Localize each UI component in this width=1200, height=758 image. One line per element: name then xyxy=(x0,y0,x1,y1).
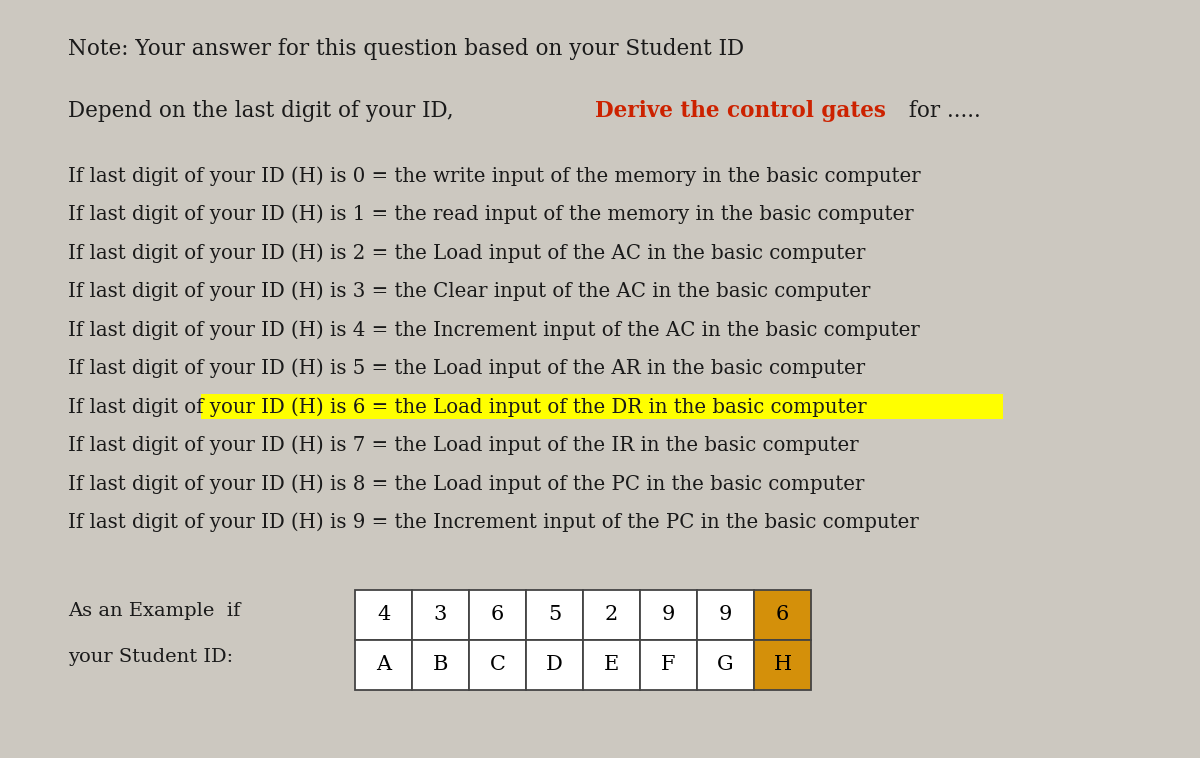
Bar xyxy=(526,590,583,640)
Text: G: G xyxy=(718,656,734,675)
Text: If last digit of your ID (H) is 3 = the Clear input of the AC in the basic compu: If last digit of your ID (H) is 3 = the … xyxy=(68,281,870,301)
Text: 6: 6 xyxy=(776,606,790,625)
Text: your Student ID:: your Student ID: xyxy=(68,648,233,666)
Text: H: H xyxy=(774,656,792,675)
Text: 9: 9 xyxy=(662,606,676,625)
Text: F: F xyxy=(661,656,676,675)
Bar xyxy=(412,590,469,640)
Bar xyxy=(754,590,811,640)
Text: 9: 9 xyxy=(719,606,732,625)
Text: Depend on the last digit of your ID,: Depend on the last digit of your ID, xyxy=(68,100,461,122)
Text: If last digit of your ID (H) is 9 = the Increment input of the PC in the basic c: If last digit of your ID (H) is 9 = the … xyxy=(68,512,919,532)
Text: C: C xyxy=(490,656,505,675)
Text: As an Example  if: As an Example if xyxy=(68,602,240,620)
Bar xyxy=(583,590,640,640)
Text: A: A xyxy=(376,656,391,675)
Text: B: B xyxy=(433,656,448,675)
Text: If last digit of your ID (H) is 1 = the read input of the memory in the basic co: If last digit of your ID (H) is 1 = the … xyxy=(68,205,913,224)
Text: 3: 3 xyxy=(434,606,448,625)
Bar xyxy=(355,640,412,690)
Text: E: E xyxy=(604,656,619,675)
Bar xyxy=(697,590,754,640)
Text: Note: Your answer for this question based on your Student ID: Note: Your answer for this question base… xyxy=(68,38,744,60)
Bar xyxy=(697,640,754,690)
Bar xyxy=(469,590,526,640)
Bar xyxy=(640,640,697,690)
Text: Derive the control gates: Derive the control gates xyxy=(595,100,886,122)
Bar xyxy=(526,640,583,690)
Bar xyxy=(355,590,412,640)
Text: 6: 6 xyxy=(491,606,504,625)
Text: If last digit of your ID (H) is 8 = the Load input of the PC in the basic comput: If last digit of your ID (H) is 8 = the … xyxy=(68,474,864,493)
Bar xyxy=(412,640,469,690)
Bar xyxy=(583,640,640,690)
Bar xyxy=(469,640,526,690)
Text: If last digit of your ID (H) is 5 = the Load input of the AR in the basic comput: If last digit of your ID (H) is 5 = the … xyxy=(68,359,865,378)
Text: If last digit of your ID (H) is 7 = the Load input of the IR in the basic comput: If last digit of your ID (H) is 7 = the … xyxy=(68,436,859,455)
Text: If last digit of your ID (H) is 6 = the Load input of the DR in the basic comput: If last digit of your ID (H) is 6 = the … xyxy=(68,397,866,417)
Bar xyxy=(200,393,1003,419)
Text: 4: 4 xyxy=(377,606,390,625)
Text: D: D xyxy=(546,656,563,675)
Text: 5: 5 xyxy=(548,606,562,625)
Text: If last digit of your ID (H) is 4 = the Increment input of the AC in the basic c: If last digit of your ID (H) is 4 = the … xyxy=(68,320,919,340)
Text: for .....: for ..... xyxy=(902,100,980,122)
Text: If last digit of your ID (H) is 0 = the write input of the memory in the basic c: If last digit of your ID (H) is 0 = the … xyxy=(68,166,920,186)
Text: If last digit of your ID (H) is 2 = the Load input of the AC in the basic comput: If last digit of your ID (H) is 2 = the … xyxy=(68,243,865,263)
Text: 2: 2 xyxy=(605,606,618,625)
Bar xyxy=(754,640,811,690)
Bar xyxy=(640,590,697,640)
